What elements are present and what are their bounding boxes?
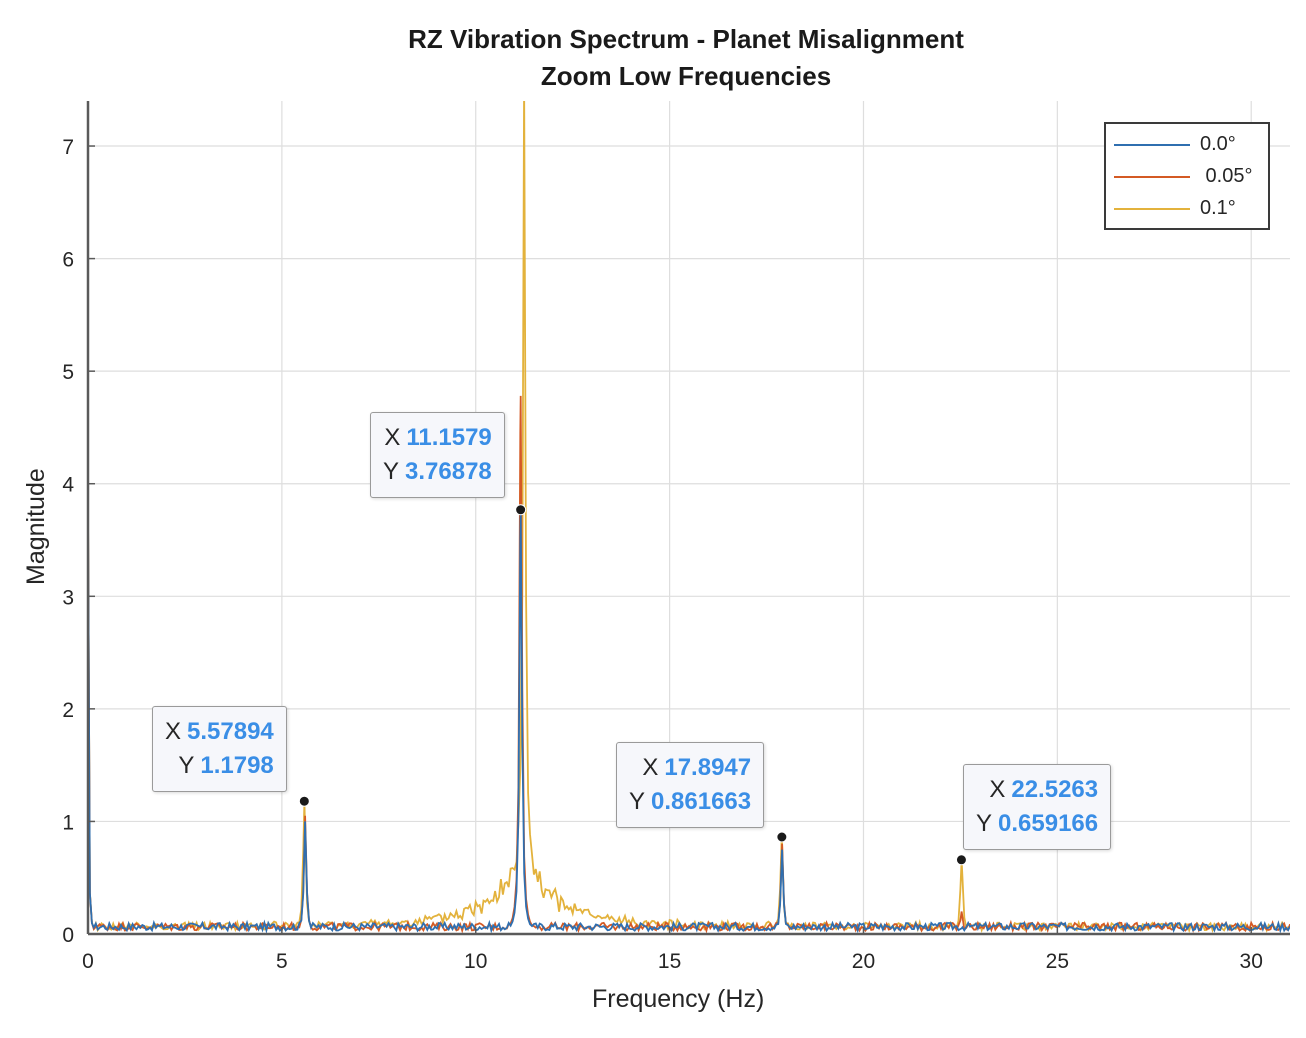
y-tick-label: 5 — [62, 361, 74, 384]
series-lines — [88, 101, 1290, 934]
y-axis-label: Magnitude — [22, 468, 50, 585]
y-tick-label: 2 — [62, 699, 74, 722]
x-tick-label: 10 — [464, 950, 487, 973]
datatip-4-x-label: X — [989, 776, 1006, 803]
x-tick-label: 30 — [1240, 950, 1263, 973]
datatip-1-x-value: 5.57894 — [187, 718, 274, 745]
legend-label-2: 0.1° — [1200, 197, 1236, 219]
datatip-3[interactable]: X 17.8947 Y 0.861663 — [616, 742, 765, 828]
series-line-0 — [88, 509, 1290, 934]
legend-swatch-0 — [1114, 144, 1190, 146]
y-tick-label: 0 — [62, 924, 74, 947]
legend-label-1: 0.05° — [1200, 165, 1253, 187]
legend-label-0: 0.0° — [1200, 133, 1236, 155]
datatip-3-y-value: 0.861663 — [651, 788, 752, 815]
x-tick-label: 20 — [852, 950, 875, 973]
x-tick-label: 15 — [658, 950, 681, 973]
datatip-1-y-label: Y — [178, 752, 195, 779]
y-tick-label: 4 — [62, 474, 74, 497]
datatip-marker-3 — [776, 831, 788, 843]
datatip-2-y-label: Y — [383, 458, 400, 485]
chart-title: RZ Vibration Spectrum - Planet Misalignm… — [408, 24, 964, 54]
datatip-marker-2 — [515, 504, 527, 516]
datatip-3-x-value: 17.8947 — [664, 754, 752, 781]
y-tick-label: 6 — [62, 249, 74, 272]
datatip-4-x-value: 22.5263 — [1011, 776, 1099, 803]
y-tick-label: 3 — [62, 586, 74, 609]
datatip-3-x-label: X — [642, 754, 659, 781]
legend-swatch-1 — [1114, 176, 1190, 178]
datatip-4-y-value: 0.659166 — [998, 810, 1099, 837]
datatip-marker-1 — [298, 795, 310, 807]
datatip-1[interactable]: X 5.57894 Y 1.1798 — [152, 706, 287, 792]
datatip-1-y-value: 1.1798 — [200, 752, 274, 779]
datatip-4[interactable]: X 22.5263 Y 0.659166 — [963, 764, 1112, 850]
x-tick-label: 25 — [1046, 950, 1069, 973]
y-tick-label: 1 — [62, 811, 74, 834]
chart-subtitle: Zoom Low Frequencies — [540, 61, 832, 91]
x-tick-label: 0 — [82, 950, 94, 973]
legend[interactable]: 0.0° 0.05° 0.1° — [1104, 122, 1270, 230]
datatip-2-x-value: 11.1579 — [406, 424, 492, 451]
datatip-2[interactable]: X 11.1579 Y 3.76878 — [370, 412, 505, 498]
datatip-3-y-label: Y — [629, 788, 646, 815]
datatip-2-x-label: X — [384, 424, 401, 451]
datatip-2-y-value: 3.76878 — [405, 458, 492, 485]
datatip-4-y-label: Y — [976, 810, 993, 837]
datatip-marker-4 — [955, 854, 967, 866]
datatip-markers — [298, 504, 967, 866]
axes: 0 5 10 15 20 25 30 0 1 2 3 4 5 6 7 — [62, 101, 1290, 973]
datatip-1-x-label: X — [165, 718, 182, 745]
x-tick-label: 5 — [276, 950, 288, 973]
legend-swatch-2 — [1114, 208, 1190, 210]
x-axis-label: Frequency (Hz) — [592, 985, 765, 1013]
y-tick-label: 7 — [62, 136, 74, 159]
